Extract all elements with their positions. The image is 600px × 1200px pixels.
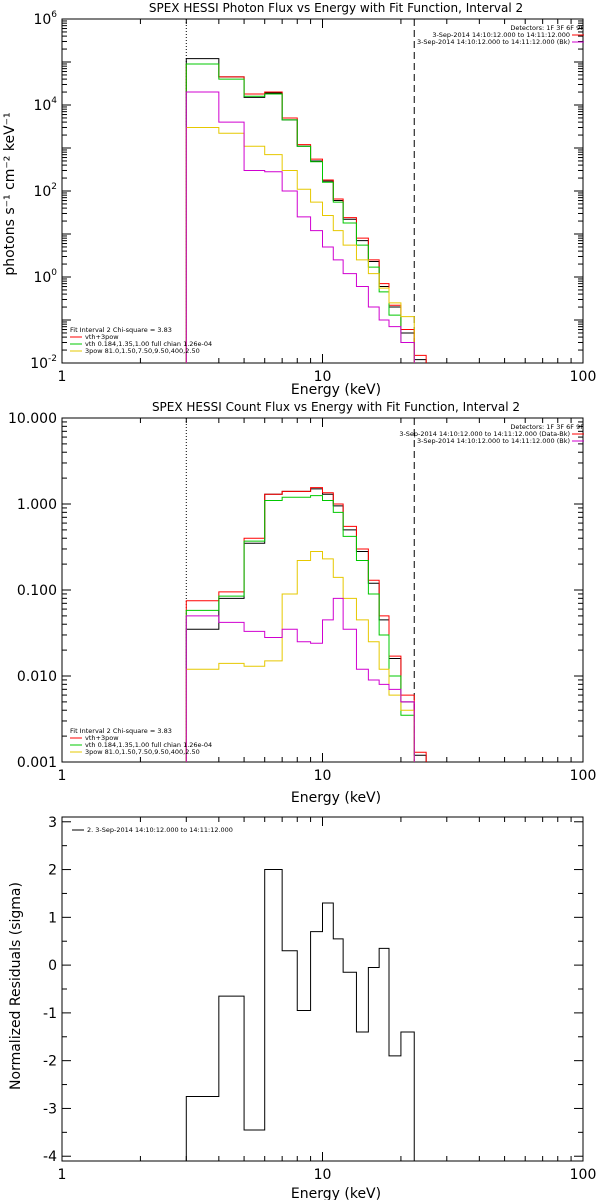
- photon-fit-entry-sum: vth+3pow: [85, 333, 119, 341]
- photon-ytick-label: 104: [33, 96, 57, 114]
- photon-xtick-label: 100: [570, 369, 597, 385]
- count-fit-entry-vth: vth 0.184,1.35,1.00 full chian 1.26e-04: [85, 741, 212, 749]
- residual-series-residual: [185, 869, 415, 1161]
- count-legend-detectors: Detectors: 1F 3F 6F 9F: [510, 423, 584, 431]
- count-legend-entry-bk: 3-Sep-2014 14:10:12.000 to 14:11:12.000 …: [417, 437, 570, 445]
- count-series-total: [185, 488, 427, 762]
- photon-flux-legend-topright: Detectors: 1F 3F 6F 9F 3-Sep-2014 14:10:…: [417, 24, 584, 46]
- count-series-background: [185, 597, 415, 762]
- count-ytick-label: 0.100: [17, 583, 57, 599]
- count-fit-header: Fit Interval 2 Chi-square = 3.83: [70, 727, 172, 735]
- photon-series-fit_sum: [185, 63, 427, 363]
- residual-ytick-label: 0: [48, 958, 57, 974]
- photon-flux-legend-bottomleft: Fit Interval 2 Chi-square = 3.83 vth+3po…: [70, 326, 212, 355]
- photon-ytick-label: 100: [33, 268, 57, 286]
- count-legend-entry-data: 3-Sep-2014 14:10:12.000 to 14:11:12.000 …: [399, 430, 570, 438]
- count-flux-plot: 1 10 100 0.001 0.010 0.100 1.000 10.000: [8, 411, 596, 784]
- residual-ytick-label: -1: [43, 1006, 57, 1022]
- residual-ytick-label: -2: [43, 1054, 57, 1070]
- residual-ytick-label: 3: [48, 815, 57, 831]
- photon-series-vth: [185, 63, 415, 363]
- count-series-powerlaw: [185, 551, 415, 762]
- photon-flux-ylabel: photons s⁻¹ cm⁻² keV⁻¹: [2, 112, 18, 275]
- count-flux-legend-bottomleft: Fit Interval 2 Chi-square = 3.83 vth+3po…: [70, 727, 212, 756]
- count-flux-xlabel: Energy (keV): [291, 790, 381, 806]
- count-series-vth: [185, 495, 415, 762]
- photon-series-background: [185, 91, 415, 363]
- residuals-legend: 2. 3-Sep-2014 14:10:12.000 to 14:11:12.0…: [72, 826, 233, 834]
- photon-ytick-label: 102: [33, 182, 57, 200]
- photon-fit-entry-pow: 3pow 81.0,1.50,7.50,9.50,400,2.50: [85, 347, 200, 355]
- count-fit-entry-sum: vth+3pow: [85, 734, 119, 742]
- residual-xtick-label: 100: [570, 1167, 597, 1183]
- photon-xtick-label: 1: [58, 369, 67, 385]
- residual-ytick-label: -4: [43, 1149, 57, 1165]
- count-flux-title: SPEX HESSI Count Flux vs Energy with Fit…: [152, 400, 520, 414]
- photon-ytick-label: 106: [33, 10, 57, 28]
- photon-flux-title: SPEX HESSI Photon Flux vs Energy with Fi…: [149, 1, 523, 15]
- photon-flux-panel: SPEX HESSI Photon Flux vs Energy with Fi…: [2, 1, 596, 398]
- count-ytick-label: 0.001: [17, 755, 57, 771]
- residuals-plot: 1 10 100 -4 -3 -2 -1 0 1 2 3: [43, 815, 596, 1183]
- count-xtick-label: 1: [58, 768, 67, 784]
- count-fit-entry-pow: 3pow 81.0,1.50,7.50,9.50,400,2.50: [85, 748, 200, 756]
- residuals-panel: Energy (keV) Normalized Residuals (sigma…: [8, 815, 596, 1200]
- photon-fit-header: Fit Interval 2 Chi-square = 3.83: [70, 326, 172, 334]
- photon-fit-entry-vth: vth 0.184,1.35,1.00 full chian 1.26e-04: [85, 340, 212, 348]
- count-xtick-label: 10: [314, 768, 332, 784]
- count-flux-legend-topright: Detectors: 1F 3F 6F 9F 3-Sep-2014 14:10:…: [399, 423, 584, 445]
- residual-ytick-label: 1: [48, 910, 57, 926]
- photon-series-total: [185, 58, 427, 363]
- photon-legend-entry-bk: 3-Sep-2014 14:10:12.000 to 14:11:12.000 …: [417, 38, 570, 46]
- photon-legend-entry-data: 3-Sep-2014 14:10:12.000 to 14:11:12.000: [432, 31, 570, 39]
- residuals-ylabel: Normalized Residuals (sigma): [8, 882, 24, 1090]
- count-series-fit_sum: [185, 487, 427, 762]
- residual-xtick-label: 1: [58, 1167, 67, 1183]
- photon-xtick-label: 10: [314, 369, 332, 385]
- photon-plot-frame: [61, 18, 584, 364]
- count-ytick-label: 1.000: [17, 497, 57, 513]
- residual-xtick-label: 10: [314, 1167, 332, 1183]
- photon-series-powerlaw: [185, 126, 415, 363]
- count-flux-panel: SPEX HESSI Count Flux vs Energy with Fit…: [8, 400, 596, 806]
- photon-ytick-label: 10-2: [30, 354, 57, 372]
- count-xtick-label: 100: [570, 768, 597, 784]
- residual-ytick-label: -3: [43, 1101, 57, 1117]
- photon-legend-detectors: Detectors: 1F 3F 6F 9F: [510, 24, 584, 32]
- residuals-xlabel: Energy (keV): [291, 1186, 381, 1200]
- residuals-legend-entry: 2. 3-Sep-2014 14:10:12.000 to 14:11:12.0…: [87, 826, 233, 834]
- photon-flux-xlabel: Energy (keV): [291, 382, 381, 398]
- residual-plot-frame: [61, 816, 584, 1162]
- residual-ytick-label: 2: [48, 863, 57, 879]
- count-ytick-label: 10.000: [8, 411, 57, 427]
- count-ytick-label: 0.010: [17, 669, 57, 685]
- count-plot-frame: [61, 417, 584, 763]
